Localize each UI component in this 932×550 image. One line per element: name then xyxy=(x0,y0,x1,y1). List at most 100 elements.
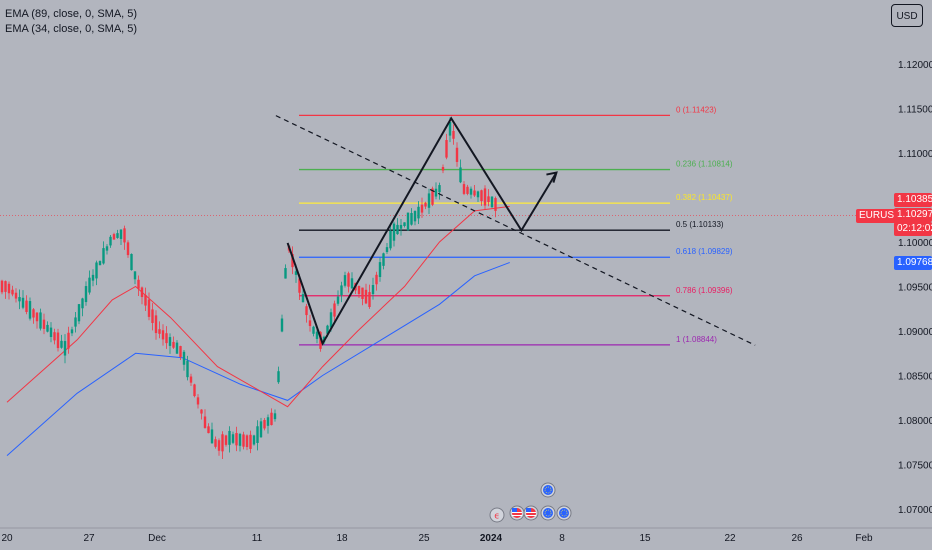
us-flag-icon[interactable] xyxy=(523,505,539,521)
candle-body xyxy=(63,341,67,356)
candle-body xyxy=(49,327,53,338)
candle-body xyxy=(28,301,32,319)
candle-body xyxy=(144,294,147,306)
price-tick-label: 1.11500 xyxy=(898,105,932,116)
candle-body xyxy=(410,213,413,225)
candle-body xyxy=(56,332,60,349)
eu-flag-icon[interactable] xyxy=(556,505,572,521)
candle-body xyxy=(438,185,441,193)
candle-body xyxy=(158,329,161,334)
candle-body xyxy=(196,397,200,405)
candle-body xyxy=(424,202,427,207)
candle-body xyxy=(403,222,406,227)
pattern-path[interactable] xyxy=(286,116,558,346)
candle-body xyxy=(459,167,462,183)
us-flag-stripe xyxy=(512,512,522,513)
eu-flag-icon[interactable] xyxy=(540,482,556,498)
candle-body xyxy=(266,417,270,426)
candle-body xyxy=(235,433,238,446)
us-flag-stripe xyxy=(526,512,536,513)
us-flag-stripe xyxy=(526,515,536,516)
candle-body xyxy=(88,277,91,293)
candle-body xyxy=(315,331,319,339)
candle-body xyxy=(448,122,452,136)
candle-body xyxy=(294,271,298,275)
candle-body xyxy=(214,439,217,447)
economic-event-icon[interactable]: ϵ xyxy=(489,507,505,523)
candle-body xyxy=(476,191,480,198)
candle-body xyxy=(140,287,144,298)
candle-body xyxy=(480,190,483,202)
candle-body xyxy=(385,247,389,252)
candle-body xyxy=(238,433,242,446)
candle-body xyxy=(420,204,424,213)
candle-body xyxy=(406,212,410,231)
candle-body xyxy=(109,236,112,246)
fib-level-label: 0 (1.11423) xyxy=(676,105,717,114)
dashed-trendline[interactable] xyxy=(275,115,756,346)
eu-flag-icon[interactable] xyxy=(540,505,556,521)
candle-body xyxy=(249,434,252,449)
candle-body xyxy=(189,376,193,383)
eu-flag-fill xyxy=(543,485,553,495)
pattern-drawings[interactable] xyxy=(275,115,756,346)
candle-body xyxy=(133,271,137,280)
candle-body xyxy=(18,297,21,302)
us-flag-icon[interactable] xyxy=(509,505,525,521)
candle-body xyxy=(81,298,84,309)
candle-body xyxy=(375,274,378,285)
candle-body xyxy=(203,416,207,428)
time-tick-label: Feb xyxy=(855,533,873,544)
economic-event-glyph: ϵ xyxy=(494,512,500,522)
price-tick-label: 1.07500 xyxy=(898,461,932,472)
fib-level-label: 0.786 (1.09396) xyxy=(676,286,733,295)
candle-body xyxy=(371,285,375,295)
event-markers[interactable]: ϵ xyxy=(489,482,572,523)
price-tick-label: 1.08000 xyxy=(898,416,932,427)
candle-body xyxy=(4,281,7,292)
candle-body xyxy=(487,196,490,203)
candle-body xyxy=(350,278,354,289)
arrow-head xyxy=(546,171,558,183)
candle-body xyxy=(392,223,396,241)
candle-body xyxy=(494,198,497,211)
candle-body xyxy=(382,253,385,266)
candle-body xyxy=(182,351,186,365)
candle-body xyxy=(119,229,123,239)
candle-body xyxy=(84,286,88,303)
time-tick-label: 15 xyxy=(639,533,651,544)
currency-button[interactable]: USD xyxy=(891,4,923,27)
fibonacci-retracement[interactable]: 0 (1.11423) 0.236 (1.10814) 0.382 (1.10437… xyxy=(299,105,733,346)
candle-body xyxy=(193,384,196,397)
price-tag-last: 1.10297 xyxy=(894,208,932,222)
candle-body xyxy=(126,242,130,256)
candle-body xyxy=(357,285,361,295)
candle-body xyxy=(252,435,256,445)
candle-body xyxy=(466,186,469,194)
candle-body xyxy=(200,409,203,414)
candle-body xyxy=(462,184,466,194)
candle-body xyxy=(389,230,392,249)
candle-body xyxy=(210,429,214,444)
candle-body xyxy=(67,332,70,349)
candle-body xyxy=(0,280,4,293)
chart-grid xyxy=(0,0,888,528)
candle-body xyxy=(326,325,329,334)
candle-body xyxy=(123,228,126,243)
price-axis[interactable]: 1.120001.115001.110001.105001.100001.095… xyxy=(888,0,932,550)
candle-body xyxy=(308,320,312,326)
indicator-ema-89-label[interactable]: EMA (89, close, 0, SMA, 5) xyxy=(5,8,138,20)
candle-body xyxy=(7,283,11,294)
indicator-ema-34-label[interactable]: EMA (34, close, 0, SMA, 5) xyxy=(5,23,138,35)
candle-body xyxy=(165,333,168,344)
ema-89-line xyxy=(6,262,510,456)
candle-body xyxy=(256,426,259,443)
candle-body xyxy=(340,285,343,296)
time-axis[interactable]: 20 27 Dec 11 18 25 2024 8 15 22 26 Feb xyxy=(0,527,932,544)
candle-body xyxy=(116,233,119,238)
candle-body xyxy=(245,435,249,448)
candlesticks xyxy=(0,117,497,459)
plot-background xyxy=(0,0,888,528)
candle-body xyxy=(91,274,95,281)
